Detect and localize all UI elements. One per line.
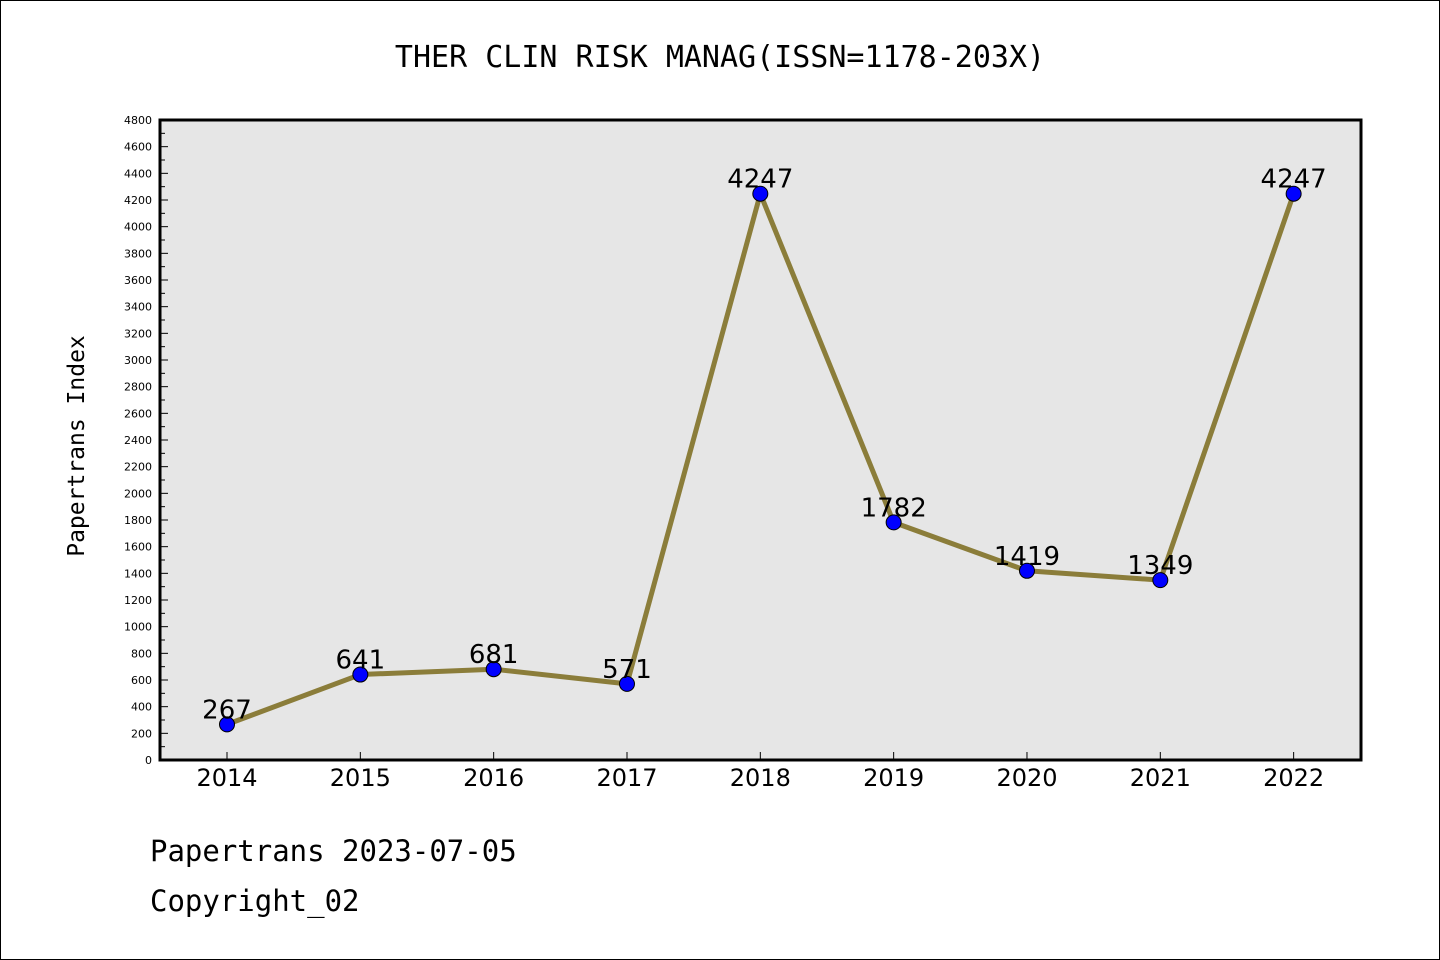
y-tick-label: 4600 bbox=[124, 141, 152, 154]
x-tick-label: 2016 bbox=[463, 764, 524, 792]
data-label: 571 bbox=[602, 655, 652, 685]
data-label: 1782 bbox=[861, 493, 927, 523]
data-labels: 267 641 681 571 4247 1782 1419 1349 4247 bbox=[202, 165, 1327, 726]
y-tick-label: 3200 bbox=[124, 327, 152, 340]
data-label: 1419 bbox=[994, 542, 1060, 572]
footer-date: Papertrans 2023-07-05 bbox=[150, 834, 517, 868]
data-point bbox=[352, 666, 369, 683]
x-tick-label: 2017 bbox=[596, 764, 657, 792]
x-tick-label: 2022 bbox=[1263, 764, 1324, 792]
y-tick-label: 1400 bbox=[124, 567, 152, 580]
y-tick-label: 2600 bbox=[124, 407, 152, 420]
data-label: 641 bbox=[336, 646, 386, 676]
x-tick-label: 2020 bbox=[996, 764, 1057, 792]
plot-area bbox=[160, 120, 1361, 760]
y-tick-label: 400 bbox=[131, 701, 152, 714]
y-tick-label: 1200 bbox=[124, 594, 152, 607]
y-tick-label: 4000 bbox=[124, 221, 152, 234]
y-tick-label: 4400 bbox=[124, 167, 152, 180]
y-tick-label: 3000 bbox=[124, 354, 152, 367]
y-tick-label: 200 bbox=[131, 727, 152, 740]
data-label: 681 bbox=[469, 640, 519, 670]
y-tick-label: 4800 bbox=[124, 114, 152, 127]
y-tick-label: 3400 bbox=[124, 301, 152, 314]
y-tick-label: 0 bbox=[145, 754, 152, 767]
y-tick-label: 2000 bbox=[124, 487, 152, 500]
chart-title: THER CLIN RISK MANAG(ISSN=1178-203X) bbox=[395, 40, 1045, 75]
data-point bbox=[219, 716, 235, 733]
x-axis: 2014 2015 2016 2017 2018 2019 2020 2021 2022 bbox=[196, 752, 1324, 792]
x-tick-label: 2018 bbox=[730, 764, 791, 792]
x-tick-label: 2021 bbox=[1130, 764, 1191, 792]
data-label: 4247 bbox=[1261, 165, 1327, 195]
data-point bbox=[1152, 572, 1169, 589]
data-point bbox=[885, 514, 902, 531]
y-tick-label: 1600 bbox=[124, 541, 152, 554]
data-point bbox=[618, 675, 635, 692]
data-point bbox=[485, 661, 502, 678]
y-axis-label: Papertrans Index bbox=[64, 335, 90, 557]
x-tick-label: 2014 bbox=[196, 764, 257, 792]
x-tick-label: 2019 bbox=[863, 764, 924, 792]
plot-border bbox=[158, 118, 1363, 762]
data-point bbox=[1285, 185, 1302, 202]
data-label: 1349 bbox=[1127, 551, 1193, 581]
y-tick-label: 2200 bbox=[124, 461, 152, 474]
x-tick-label: 2015 bbox=[330, 764, 391, 792]
y-tick-label: 2400 bbox=[124, 434, 152, 447]
y-tick-label: 3800 bbox=[124, 247, 152, 260]
y-tick-label: 1000 bbox=[124, 621, 152, 634]
data-label: 4247 bbox=[727, 165, 793, 195]
data-point bbox=[752, 185, 769, 202]
y-axis: 0 200 400 600 800 1000 1200 1400 1600 1800 2000 220… bbox=[124, 114, 168, 767]
y-tick-label: 2800 bbox=[124, 381, 152, 394]
data-markers bbox=[219, 185, 1302, 733]
data-label: 267 bbox=[202, 695, 252, 725]
y-tick-label: 800 bbox=[131, 647, 152, 660]
y-tick-label: 600 bbox=[131, 674, 152, 687]
y-tick-label: 4200 bbox=[124, 194, 152, 207]
footer-copyright: Copyright_02 bbox=[150, 884, 360, 918]
y-tick-label: 3600 bbox=[124, 274, 152, 287]
y-tick-label: 1800 bbox=[124, 514, 152, 527]
data-point bbox=[1018, 562, 1035, 579]
